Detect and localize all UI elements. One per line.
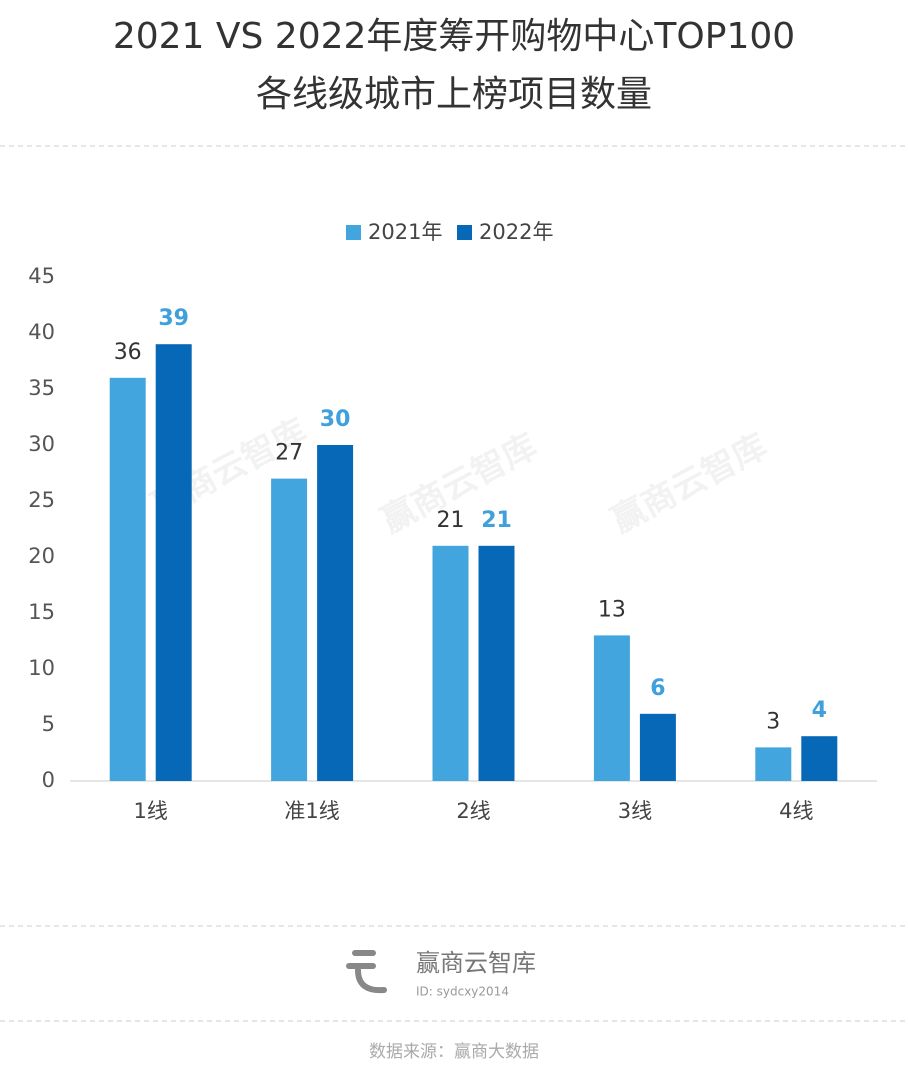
y-tick-label: 15 <box>28 600 55 624</box>
bar <box>478 545 515 781</box>
legend-swatch <box>457 225 472 240</box>
value-label: 36 <box>114 340 142 365</box>
bar <box>755 747 792 781</box>
bar <box>639 713 676 781</box>
value-label: 21 <box>481 508 512 533</box>
value-label: 6 <box>650 676 665 701</box>
y-tick-label: 5 <box>42 712 55 736</box>
x-tick-label: 3线 <box>618 799 652 823</box>
y-tick-label: 10 <box>28 656 55 680</box>
y-tick-label: 25 <box>28 488 55 512</box>
y-tick-label: 45 <box>28 264 55 288</box>
footer-source: 数据来源：赢商大数据 <box>369 1042 539 1062</box>
bar <box>317 445 354 781</box>
value-label: 3 <box>766 709 780 734</box>
bar <box>432 545 469 781</box>
value-label: 13 <box>598 597 626 622</box>
x-tick-label: 1线 <box>134 799 168 823</box>
legend-swatch <box>346 225 361 240</box>
chart-title: 2021 VS 2022年度筹开购物中心TOP100 <box>113 16 795 57</box>
legend-label: 2021年 <box>368 220 442 244</box>
bar <box>801 736 838 781</box>
bar <box>593 635 630 781</box>
x-tick-label: 2线 <box>456 799 490 823</box>
bar <box>271 478 308 781</box>
value-label: 4 <box>812 698 827 723</box>
y-tick-label: 30 <box>28 432 55 456</box>
y-tick-label: 0 <box>42 768 55 792</box>
value-label: 27 <box>275 441 303 466</box>
value-label: 39 <box>158 306 189 331</box>
y-tick-label: 20 <box>28 544 55 568</box>
watermark: 赢商云智库 <box>605 426 774 541</box>
y-tick-label: 40 <box>28 320 55 344</box>
legend-label: 2022年 <box>479 220 553 244</box>
bar <box>155 344 192 781</box>
bar <box>109 377 146 781</box>
x-tick-label: 准1线 <box>284 799 339 823</box>
chart-subtitle: 各线级城市上榜项目数量 <box>256 74 652 115</box>
x-tick-label: 4线 <box>779 799 813 823</box>
y-tick-label: 35 <box>28 376 55 400</box>
footer-brand: 赢商云智库 <box>416 949 536 977</box>
footer-id: ID: sydcxy2014 <box>416 985 509 999</box>
value-label: 30 <box>320 407 351 432</box>
logo <box>346 950 387 994</box>
value-label: 21 <box>437 508 465 533</box>
